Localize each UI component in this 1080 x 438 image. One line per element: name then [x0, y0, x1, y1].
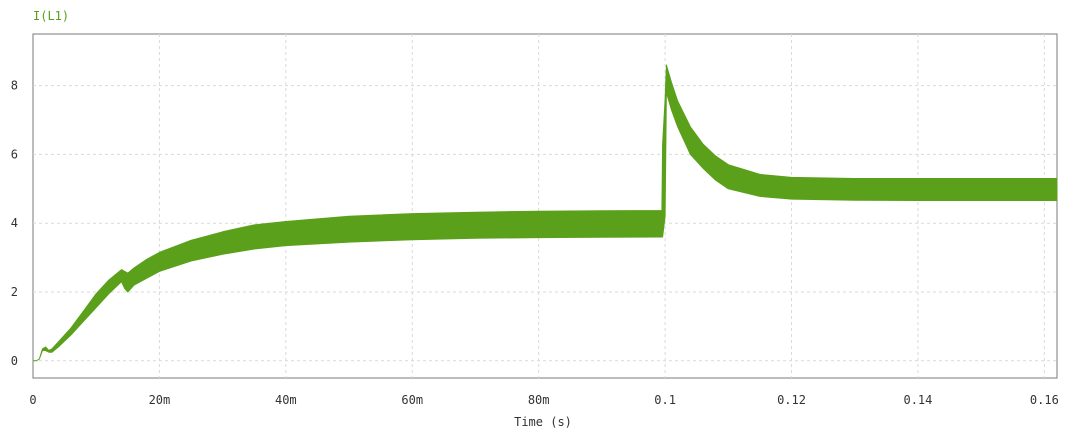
- series-label: I(L1): [33, 9, 69, 23]
- y-tick-label: 6: [11, 147, 18, 161]
- y-axis-ticks: 0 2 4 6 8: [11, 79, 18, 368]
- x-tick-label: 20m: [149, 393, 171, 407]
- y-tick-label: 4: [11, 216, 18, 230]
- x-tick-label: 40m: [275, 393, 297, 407]
- x-tick-label: 0.16: [1030, 393, 1059, 407]
- x-tick-label: 0.14: [903, 393, 932, 407]
- x-axis-title: Time (s): [514, 415, 572, 429]
- x-axis-ticks: 0 20m 40m 60m 80m 0.1 0.12 0.14 0.16: [29, 393, 1058, 407]
- series-band-0: [32, 64, 1058, 362]
- y-tick-label: 2: [11, 285, 18, 299]
- x-tick-label: 0: [29, 393, 36, 407]
- series-layer: [32, 64, 1058, 362]
- plot-area: [32, 33, 1058, 379]
- x-tick-label: 60m: [401, 393, 423, 407]
- grid: [33, 34, 1057, 378]
- x-tick-label: 80m: [528, 393, 550, 407]
- y-tick-label: 8: [11, 79, 18, 93]
- x-tick-label: 0.1: [654, 393, 676, 407]
- x-tick-label: 0.12: [777, 393, 806, 407]
- y-tick-label: 0: [11, 354, 18, 368]
